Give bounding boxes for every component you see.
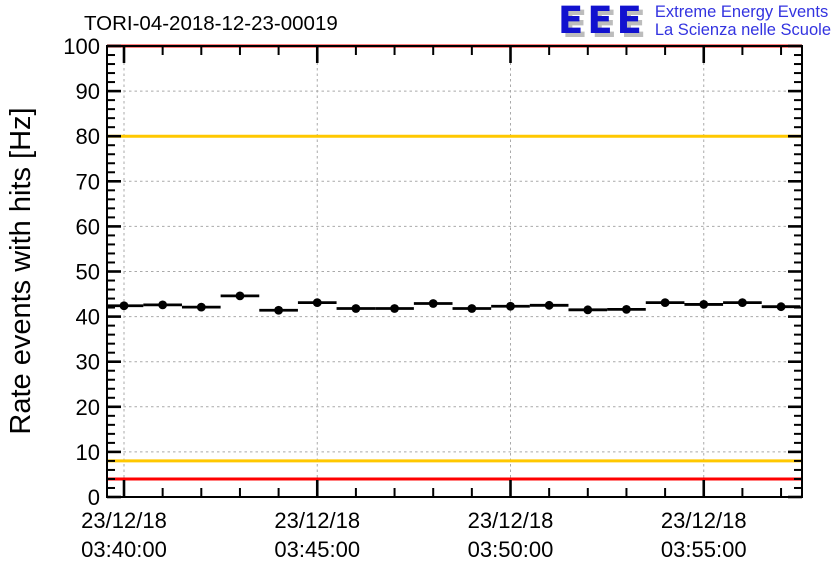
threshold-lines: [107, 44, 802, 481]
y-tick-label: 60: [76, 214, 100, 239]
chart-title: TORI-04-2018-12-23-00019: [84, 12, 338, 35]
eee-logo-line1: Extreme Energy Events: [654, 2, 829, 21]
data-point: [738, 298, 747, 308]
horizontal-gridlines: [107, 90, 802, 453]
data-point: [622, 304, 631, 314]
x-tick-label-date: 23/12/18: [661, 508, 747, 533]
x-tick-label-time: 03:55:00: [661, 537, 747, 562]
y-tick-label: 100: [63, 34, 100, 59]
vertical-gridlines: [123, 46, 705, 497]
data-series: [108, 291, 801, 315]
data-point: [428, 299, 438, 308]
x-tick-label-date: 23/12/18: [468, 508, 554, 533]
data-point: [158, 300, 168, 310]
x-tick-label-date: 23/12/18: [81, 508, 167, 533]
data-point: [506, 301, 515, 311]
y-axis-title: Rate events with hits [Hz]: [5, 107, 37, 434]
data-point: [119, 301, 129, 311]
eee-logo-letters: EEE: [558, 0, 646, 42]
data-point: [776, 302, 786, 312]
data-point: [699, 300, 709, 309]
data-point: [583, 305, 593, 315]
x-tick-label-time: 03:45:00: [274, 537, 360, 562]
y-tick-label: 10: [76, 440, 100, 465]
y-tick-label: 80: [76, 124, 100, 149]
x-tick-label-time: 03:50:00: [468, 537, 554, 562]
y-tick-label: 40: [76, 305, 100, 330]
y-tick-label: 0: [88, 485, 100, 510]
x-tick-label-date: 23/12/18: [274, 508, 360, 533]
y-tick-label: 70: [76, 169, 100, 194]
data-point: [544, 300, 554, 310]
data-point: [467, 304, 477, 313]
y-tick-label: 50: [76, 260, 100, 285]
eee-logo-text: Extreme Energy Events La Scienza nelle S…: [655, 3, 831, 40]
data-point: [312, 298, 322, 308]
data-point: [660, 298, 670, 308]
data-point: [390, 304, 399, 313]
data-point: [351, 304, 361, 313]
x-tick-label-time: 03:40:00: [81, 537, 167, 562]
y-axis-tick-labels: 0 10 20 30 40 50 60 70 80 90 100: [63, 34, 100, 510]
eee-logo-line2: La Scienza nelle Scuole: [654, 21, 831, 39]
x-axis-tick-labels: 23/12/18 03:40:00 23/12/18 03:45:00 23/12/18…: [81, 508, 746, 562]
y-tick-label: 20: [76, 395, 100, 420]
y-tick-label: 30: [76, 350, 100, 375]
eee-logo: EEE Extreme Energy Events La Scienza nel…: [558, 1, 831, 41]
y-tick-label: 90: [76, 79, 100, 104]
data-point: [196, 302, 206, 312]
data-point: [235, 291, 245, 301]
data-point: [274, 305, 283, 315]
axis-ticks: [107, 44, 802, 499]
